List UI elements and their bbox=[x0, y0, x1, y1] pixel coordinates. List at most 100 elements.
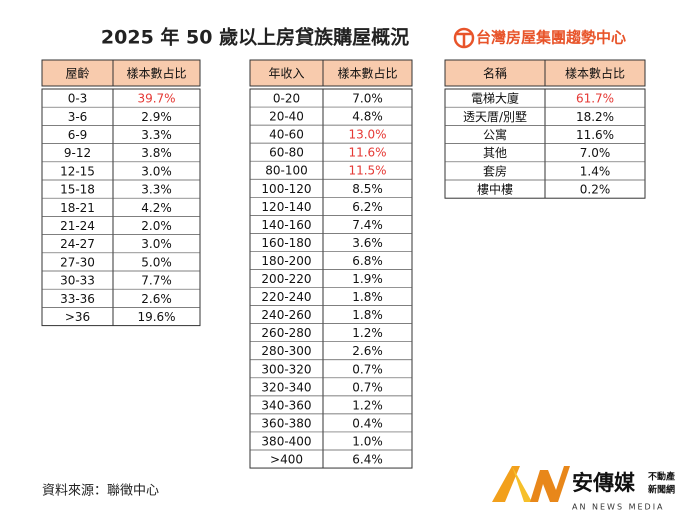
row-label: 200-220 bbox=[261, 272, 311, 286]
row-label: 30-33 bbox=[60, 274, 95, 288]
row-label: 6-9 bbox=[68, 128, 88, 142]
row-value: 1.9% bbox=[352, 272, 383, 286]
row-value: 2.6% bbox=[352, 344, 383, 358]
row-value: 6.8% bbox=[352, 254, 383, 268]
row-value: 3.3% bbox=[141, 183, 172, 197]
row-label: 18-21 bbox=[60, 201, 95, 215]
row-value: 2.0% bbox=[141, 219, 172, 233]
row-label: 160-180 bbox=[261, 236, 311, 250]
row-label: 12-15 bbox=[60, 164, 95, 178]
column-header: 樣本數占比 bbox=[337, 66, 397, 81]
row-label: 公寓 bbox=[483, 127, 507, 142]
brand-icon bbox=[453, 27, 475, 49]
column-header: 樣本數占比 bbox=[565, 66, 625, 81]
row-value: 19.6% bbox=[137, 310, 175, 324]
row-label: 80-100 bbox=[265, 164, 308, 178]
row-value: 4.2% bbox=[141, 201, 172, 215]
row-value: 1.8% bbox=[352, 290, 383, 304]
row-label: 21-24 bbox=[60, 219, 95, 233]
row-label: 260-280 bbox=[261, 326, 311, 340]
row-label: 套房 bbox=[483, 163, 507, 178]
row-label: 電梯大廈 bbox=[471, 91, 519, 106]
logo-english: AN NEWS MEDIA bbox=[572, 503, 665, 512]
row-value: 13.0% bbox=[348, 128, 386, 142]
row-label: 320-340 bbox=[261, 380, 311, 394]
row-value: 6.2% bbox=[352, 200, 383, 214]
header-row bbox=[41, 59, 201, 87]
row-value: 11.6% bbox=[576, 128, 614, 142]
row-value: 2.9% bbox=[141, 110, 172, 124]
column-header: 名稱 bbox=[483, 66, 507, 81]
row-label: 0-20 bbox=[273, 92, 300, 106]
row-value: 3.3% bbox=[141, 128, 172, 142]
row-label: 透天厝/別墅 bbox=[463, 110, 527, 124]
row-value: 8.5% bbox=[352, 182, 383, 196]
row-value: 39.7% bbox=[137, 92, 175, 106]
row-label: 300-320 bbox=[261, 362, 311, 376]
row-value: 61.7% bbox=[576, 92, 614, 106]
column-header: 屋齡 bbox=[65, 67, 89, 81]
row-label: >400 bbox=[270, 453, 303, 467]
row-label: 40-60 bbox=[269, 128, 304, 142]
row-value: 3.8% bbox=[141, 146, 172, 160]
row-label: 360-380 bbox=[261, 416, 311, 430]
row-label: 240-260 bbox=[261, 308, 311, 322]
row-label: 3-6 bbox=[68, 110, 88, 124]
row-value: 7.7% bbox=[141, 274, 172, 288]
row-label: 24-27 bbox=[60, 237, 95, 251]
row-label: 0-3 bbox=[68, 92, 88, 106]
row-label: 60-80 bbox=[269, 146, 304, 160]
row-value: 4.8% bbox=[352, 110, 383, 124]
row-label: 15-18 bbox=[60, 183, 95, 197]
logo-line: 不動產 bbox=[648, 471, 675, 483]
row-value: 0.4% bbox=[352, 416, 383, 430]
row-value: 0.2% bbox=[580, 183, 611, 197]
row-label: 20-40 bbox=[269, 110, 304, 124]
row-value: 0.7% bbox=[352, 362, 383, 376]
row-label: 220-240 bbox=[261, 290, 311, 304]
column-header: 樣本數占比 bbox=[126, 66, 186, 81]
table-body bbox=[249, 88, 413, 469]
row-label: 樓中樓 bbox=[477, 182, 513, 197]
row-value: 7.0% bbox=[580, 146, 611, 160]
logo-name: 安傳媒 bbox=[572, 471, 636, 495]
row-value: 11.5% bbox=[348, 164, 386, 178]
row-value: 5.0% bbox=[141, 255, 172, 269]
row-value: 7.0% bbox=[352, 92, 383, 106]
row-label: 100-120 bbox=[261, 182, 311, 196]
row-label: 33-36 bbox=[60, 292, 95, 306]
row-value: 1.4% bbox=[580, 164, 611, 178]
row-label: 340-360 bbox=[261, 398, 311, 412]
title: 2025 年 50 歲以上房貸族購屋概況 bbox=[101, 26, 409, 49]
row-value: 0.7% bbox=[352, 380, 383, 394]
row-label: 120-140 bbox=[261, 200, 311, 214]
row-value: 1.8% bbox=[352, 308, 383, 322]
row-label: 9-12 bbox=[64, 146, 91, 160]
row-label: 其他 bbox=[483, 146, 507, 160]
brand: 台灣房屋集團趨勢中心 bbox=[476, 29, 626, 47]
row-label: 180-200 bbox=[261, 254, 311, 268]
row-value: 2.6% bbox=[141, 292, 172, 306]
row-label: >36 bbox=[65, 310, 90, 324]
row-label: 280-300 bbox=[261, 344, 311, 358]
row-value: 7.4% bbox=[352, 218, 383, 232]
row-value: 3.0% bbox=[141, 164, 172, 178]
row-label: 380-400 bbox=[261, 434, 311, 448]
table-body bbox=[41, 88, 201, 327]
logo-line: 新聞網 bbox=[648, 484, 675, 496]
row-value: 11.6% bbox=[348, 146, 386, 160]
row-value: 6.4% bbox=[352, 453, 383, 467]
column-header: 年收入 bbox=[268, 67, 304, 81]
header-row bbox=[249, 59, 413, 87]
row-value: 18.2% bbox=[576, 110, 614, 124]
row-label: 140-160 bbox=[261, 218, 311, 232]
source: 資料來源：聯徵中心 bbox=[42, 484, 159, 499]
row-value: 3.6% bbox=[352, 236, 383, 250]
row-value: 1.0% bbox=[352, 434, 383, 448]
logo: 安傳媒 不動產 新聞網 AN NEWS MEDIA bbox=[492, 466, 675, 512]
row-value: 3.0% bbox=[141, 237, 172, 251]
row-value: 1.2% bbox=[352, 326, 383, 340]
row-value: 1.2% bbox=[352, 398, 383, 412]
row-label: 27-30 bbox=[60, 255, 95, 269]
